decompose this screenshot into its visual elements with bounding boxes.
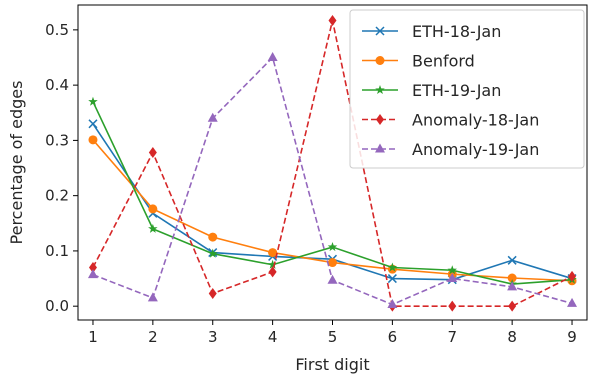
x-tick-label: 8 [507,328,517,346]
x-tick-label: 7 [447,328,457,346]
x-tick-label: 9 [567,328,577,346]
legend-entry-eth-19-jan: ETH-19-Jan [362,81,501,100]
data-point-eth-18-jan [88,119,98,129]
x-tick-label: 5 [328,328,338,346]
x-tick-label: 4 [268,328,278,346]
data-point-anomaly-18-jan [568,270,577,282]
plot-lines [87,14,578,312]
data-point-anomaly-19-jan [207,112,218,122]
x-tick-label: 2 [148,328,158,346]
y-tick-label: 0.3 [45,131,69,149]
data-point-benford [208,232,218,242]
legend-swatch-marker [375,143,385,153]
legend-label: Benford [412,52,475,71]
legend: ETH-18-Jan Benford ETH-19-Jan Anomaly-18-Ja… [349,9,585,169]
data-point-eth-19-jan [267,259,278,269]
x-tick-label: 6 [388,328,398,346]
legend-entry-anomaly-18-jan: Anomaly-18-Jan [362,111,539,130]
data-point-anomaly-18-jan [328,14,337,26]
data-point-anomaly-19-jan [87,269,98,279]
data-point-eth-19-jan [207,248,218,258]
legend-label: ETH-18-Jan [412,22,501,41]
data-point-eth-19-jan [148,223,158,233]
series-anomaly-18-jan [88,14,577,312]
data-point-anomaly-19-jan [447,273,458,283]
data-point-anomaly-18-jan [148,147,157,159]
data-point-anomaly-18-jan [508,300,517,312]
data-point-anomaly-19-jan [327,274,338,284]
legend-swatch-marker [376,114,384,125]
data-point-anomaly-19-jan [387,299,398,309]
data-point-eth-19-jan [387,262,398,272]
data-point-benford [148,204,158,214]
y-tick-label: 0.4 [45,76,69,94]
x-tick-label: 3 [208,328,218,346]
data-point-eth-19-jan [327,242,338,252]
legend-swatch-marker [375,56,385,65]
legend-label: ETH-19-Jan [412,81,501,100]
data-point-anomaly-18-jan [88,262,97,273]
data-point-eth-18-jan [387,274,397,284]
legend-swatch-marker [375,85,385,95]
data-point-anomaly-19-jan [507,281,518,291]
y-tick-label: 0.5 [45,21,69,39]
data-point-benford [507,273,517,283]
data-point-anomaly-18-jan [448,300,457,312]
data-point-anomaly-19-jan [567,297,578,307]
y-tick-label: 0.0 [45,297,69,315]
data-point-eth-18-jan [507,255,517,265]
data-point-benford [328,258,337,268]
data-point-anomaly-19-jan [147,292,158,302]
y-tick-label: 0.2 [45,187,69,205]
legend-entry-benford: Benford [362,52,475,71]
legend-box [349,9,585,169]
data-point-eth-19-jan [447,265,458,275]
data-point-benford [268,248,278,258]
axes: 1 2 3 4 5 6 7 8 9 0.0 0.1 0.2 0.3 0.4 0.5 [45,4,588,346]
y-axis-label: Percentage of edges [7,81,26,245]
data-point-anomaly-19-jan [267,52,278,61]
data-point-anomaly-18-jan [208,287,217,299]
legend-label: Anomaly-18-Jan [412,111,539,130]
legend-entry-eth-18-jan: ETH-18-Jan [362,22,501,41]
x-axis-label: First digit [295,355,369,374]
legend-swatch-marker [375,26,385,36]
legend-label: Anomaly-19-Jan [412,140,539,159]
data-point-anomaly-18-jan [268,266,277,278]
y-tick-label: 0.1 [45,242,69,260]
data-point-eth-19-jan [88,96,98,106]
series-anomaly-19-jan [87,52,578,309]
data-point-benford [88,135,98,145]
legend-entry-anomaly-19-jan: Anomaly-19-Jan [362,140,539,159]
x-tick-label: 1 [88,328,98,346]
